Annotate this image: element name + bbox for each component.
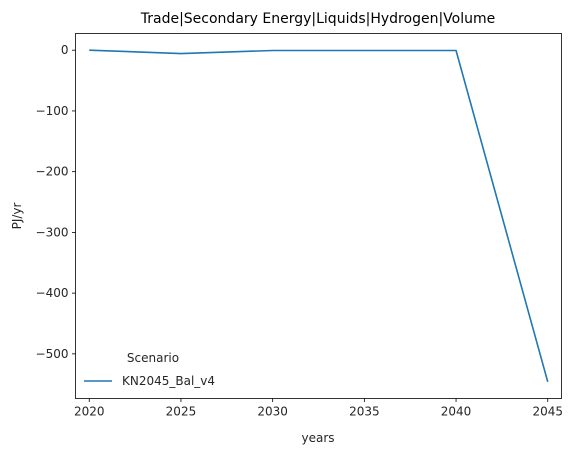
y-tick-label: −400	[36, 286, 69, 300]
x-tick-label: 2045	[532, 405, 563, 419]
y-tick-label: 0	[61, 43, 69, 57]
chart-title: Trade|Secondary Energy|Liquids|Hydrogen|…	[140, 11, 495, 27]
legend-title: Scenario	[127, 351, 179, 365]
x-axis-label: years	[301, 431, 334, 445]
x-tick-label: 2030	[257, 405, 288, 419]
y-axis-label: PJ/yr	[10, 203, 24, 230]
x-tick-label: 2020	[74, 405, 105, 419]
y-axis: 0 −100 −200 −300 −400 −500	[36, 43, 76, 361]
series-layer	[89, 49, 549, 383]
legend: Scenario KN2045_Bal_v4	[84, 351, 215, 388]
x-tick-label: 2025	[166, 405, 197, 419]
plot-area	[75, 33, 562, 399]
y-tick-label: −200	[36, 165, 69, 179]
y-tick-label: −500	[36, 347, 69, 361]
y-tick-label: −300	[36, 225, 69, 239]
x-tick-label: 2035	[349, 405, 380, 419]
series-line-0	[89, 49, 549, 383]
x-axis: 2020 2025 2030 2035 2040 2045	[74, 398, 563, 419]
x-tick-label: 2040	[441, 405, 472, 419]
y-tick-label: −100	[36, 104, 69, 118]
legend-entry-kn2045-bal-v4: KN2045_Bal_v4	[122, 374, 215, 388]
